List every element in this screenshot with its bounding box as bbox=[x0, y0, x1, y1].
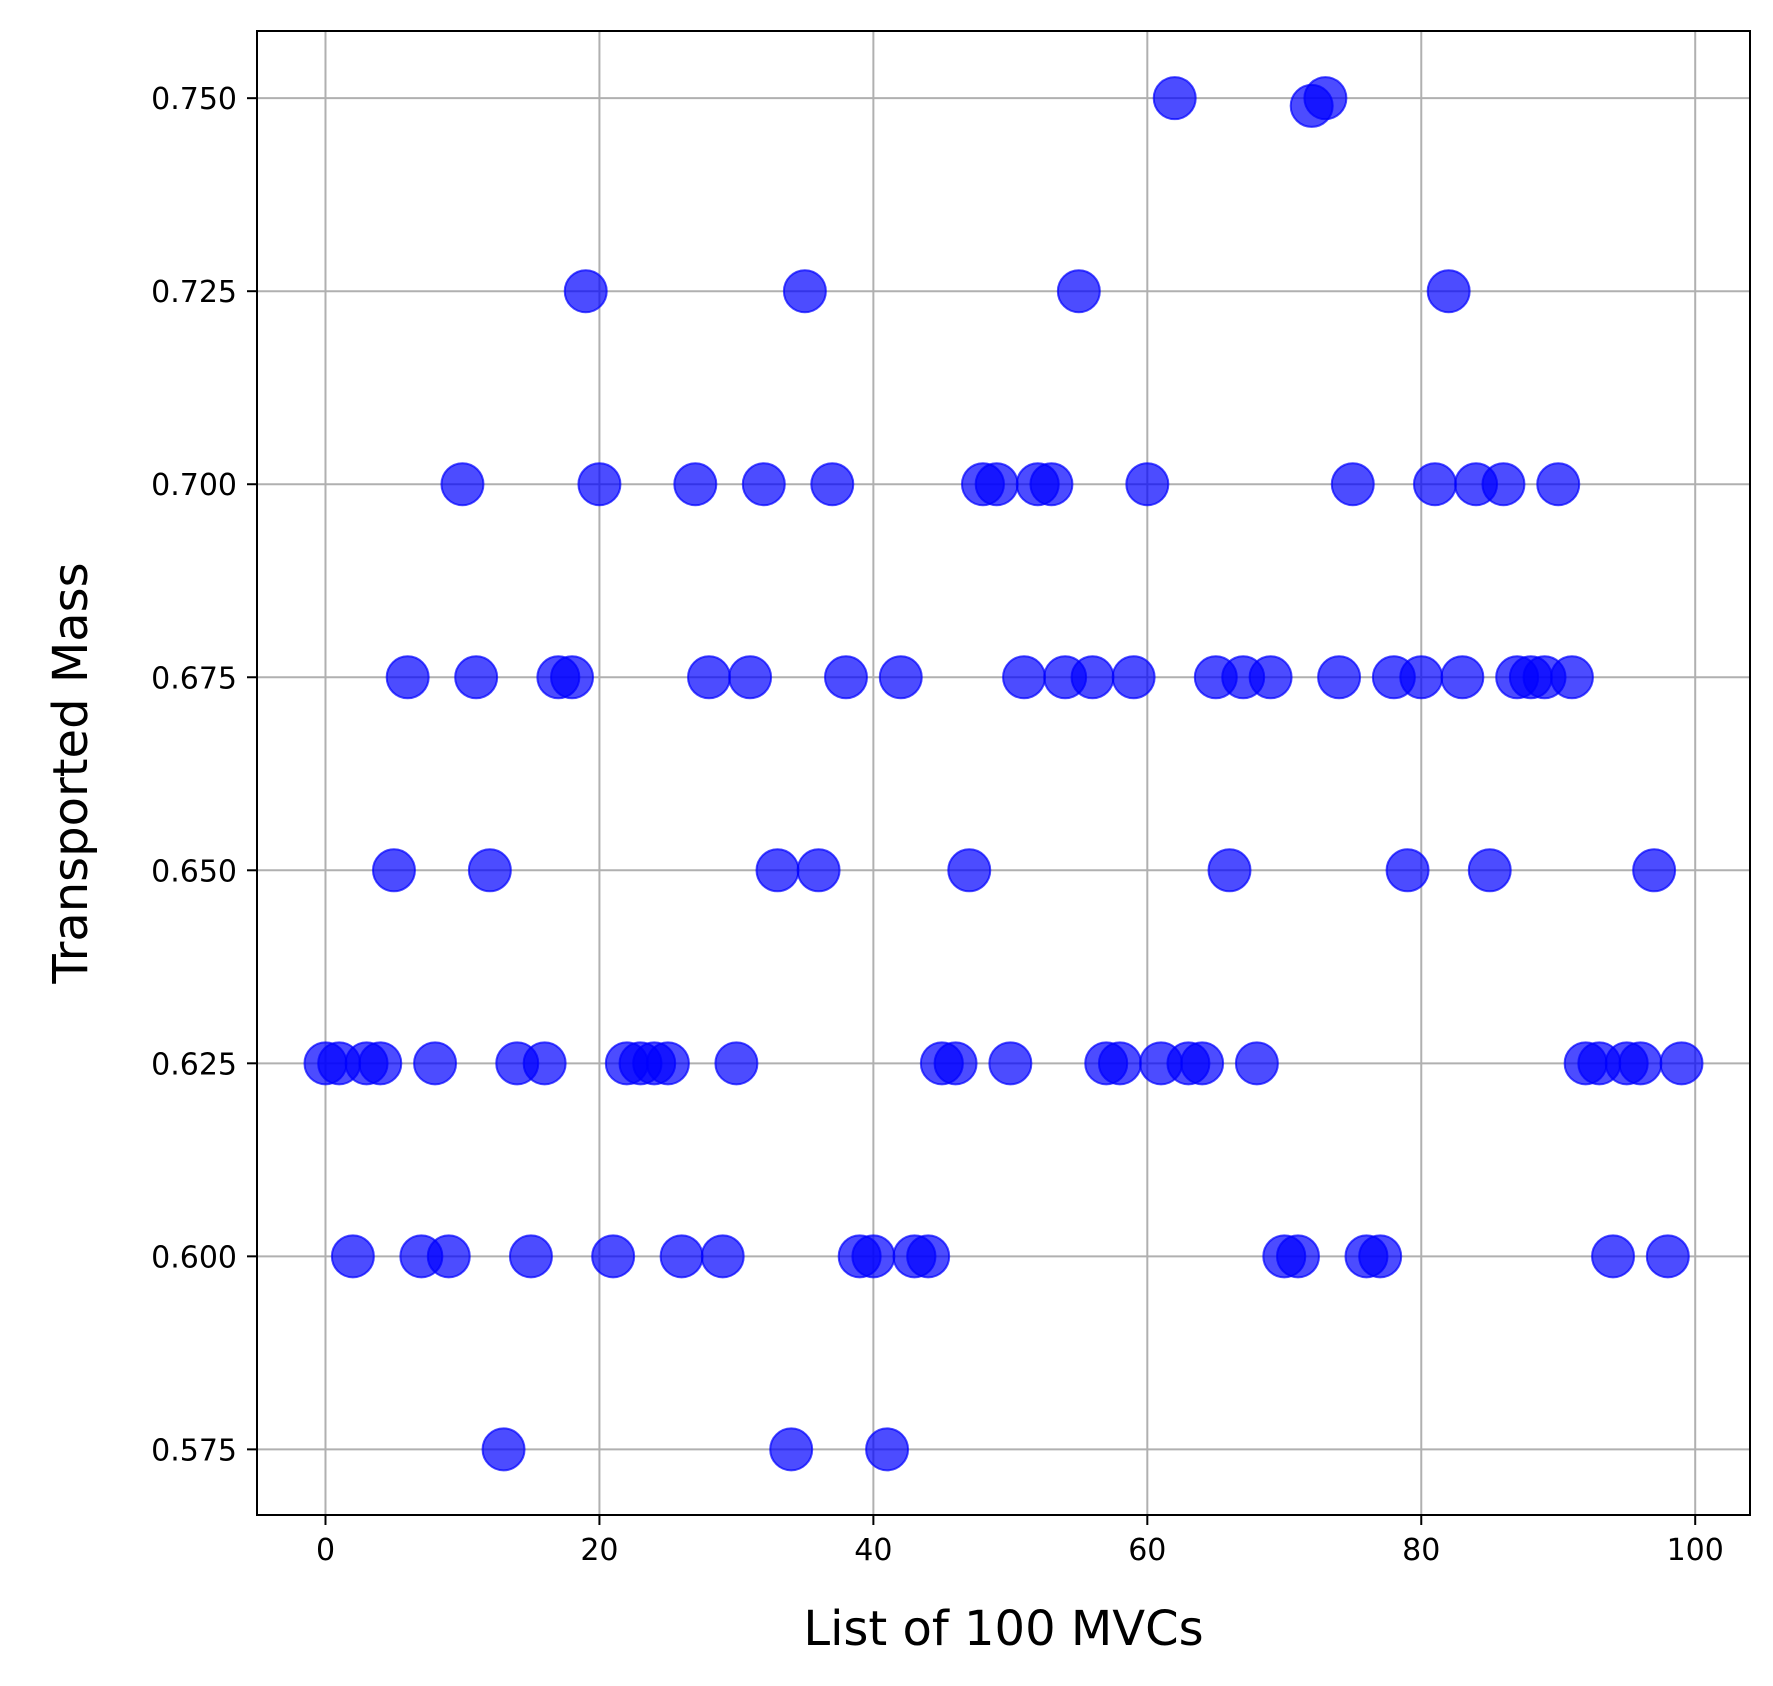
data-point bbox=[413, 1041, 458, 1086]
data-point bbox=[454, 655, 499, 700]
x-tick-label: 20 bbox=[580, 1533, 618, 1568]
data-point bbox=[577, 462, 622, 507]
data-point bbox=[1632, 848, 1677, 893]
data-point bbox=[330, 1234, 375, 1279]
data-point bbox=[563, 269, 608, 314]
data-point bbox=[851, 1234, 896, 1279]
data-point bbox=[1317, 655, 1362, 700]
data-point bbox=[1070, 655, 1115, 700]
data-point bbox=[947, 848, 992, 893]
data-point bbox=[1659, 1041, 1704, 1086]
y-tick-label: 0.650 bbox=[151, 854, 237, 889]
data-point bbox=[769, 1427, 814, 1472]
y-tick-label: 0.625 bbox=[151, 1047, 237, 1082]
data-point bbox=[933, 1041, 978, 1086]
x-tick-label: 80 bbox=[1402, 1533, 1440, 1568]
data-point bbox=[1152, 76, 1197, 121]
data-point bbox=[1097, 1041, 1142, 1086]
y-tick-label: 0.725 bbox=[151, 275, 237, 310]
data-point bbox=[1412, 462, 1457, 507]
y-tick-label: 0.750 bbox=[151, 82, 237, 117]
plot-frame bbox=[256, 30, 1751, 1516]
data-point bbox=[440, 462, 485, 507]
data-point bbox=[687, 655, 732, 700]
data-point bbox=[550, 655, 595, 700]
data-point bbox=[796, 848, 841, 893]
data-point bbox=[823, 655, 868, 700]
data-point bbox=[988, 1041, 1033, 1086]
data-point bbox=[810, 462, 855, 507]
data-point bbox=[1234, 1041, 1279, 1086]
x-tick-label: 60 bbox=[1128, 1533, 1166, 1568]
data-point bbox=[1275, 1234, 1320, 1279]
data-point bbox=[358, 1041, 403, 1086]
data-point bbox=[1536, 462, 1581, 507]
data-point bbox=[591, 1234, 636, 1279]
data-point bbox=[1481, 462, 1526, 507]
data-point bbox=[1358, 1234, 1403, 1279]
data-point bbox=[481, 1427, 526, 1472]
y-tick-label: 0.675 bbox=[151, 661, 237, 696]
y-tick-label: 0.600 bbox=[151, 1240, 237, 1275]
data-point bbox=[1002, 655, 1047, 700]
data-point bbox=[1591, 1234, 1636, 1279]
data-point bbox=[467, 848, 512, 893]
data-point bbox=[1125, 462, 1170, 507]
data-point bbox=[1330, 462, 1375, 507]
data-point bbox=[878, 655, 923, 700]
y-tick-label: 0.700 bbox=[151, 468, 237, 503]
data-point bbox=[426, 1234, 471, 1279]
data-point bbox=[1056, 269, 1101, 314]
data-point bbox=[714, 1041, 759, 1086]
data-point bbox=[371, 848, 416, 893]
x-axis-label: List of 100 MVCs bbox=[803, 1601, 1203, 1657]
data-point bbox=[700, 1234, 745, 1279]
data-point bbox=[385, 655, 430, 700]
data-point bbox=[906, 1234, 951, 1279]
data-point bbox=[522, 1041, 567, 1086]
data-point bbox=[782, 269, 827, 314]
x-tick-label: 40 bbox=[854, 1533, 892, 1568]
data-point bbox=[673, 462, 718, 507]
data-point bbox=[728, 655, 773, 700]
x-tick-label: 0 bbox=[316, 1533, 335, 1568]
data-point bbox=[1207, 848, 1252, 893]
y-tick-label: 0.575 bbox=[151, 1433, 237, 1468]
data-point bbox=[1399, 655, 1444, 700]
data-point bbox=[1618, 1041, 1663, 1086]
data-point bbox=[1385, 848, 1430, 893]
data-point bbox=[1029, 462, 1074, 507]
data-point bbox=[645, 1041, 690, 1086]
y-axis-label: Transported Mass bbox=[43, 562, 99, 984]
data-point bbox=[755, 848, 800, 893]
data-point bbox=[1303, 76, 1348, 121]
data-point bbox=[659, 1234, 704, 1279]
data-points bbox=[303, 76, 1704, 1472]
data-point bbox=[508, 1234, 553, 1279]
axis-ticks: 0 20 40 60 80 100 0.575 0.600 0.625 0.650 0.675 0.7… bbox=[151, 82, 1724, 1568]
data-point bbox=[1111, 655, 1156, 700]
data-point bbox=[1248, 655, 1293, 700]
data-point bbox=[1180, 1041, 1225, 1086]
data-point bbox=[974, 462, 1019, 507]
data-point bbox=[1549, 655, 1594, 700]
data-point bbox=[1426, 269, 1471, 314]
data-point bbox=[1440, 655, 1485, 700]
data-point bbox=[1467, 848, 1512, 893]
data-point bbox=[741, 462, 786, 507]
x-tick-label: 100 bbox=[1667, 1533, 1724, 1568]
data-point bbox=[1645, 1234, 1690, 1279]
data-point bbox=[865, 1427, 910, 1472]
